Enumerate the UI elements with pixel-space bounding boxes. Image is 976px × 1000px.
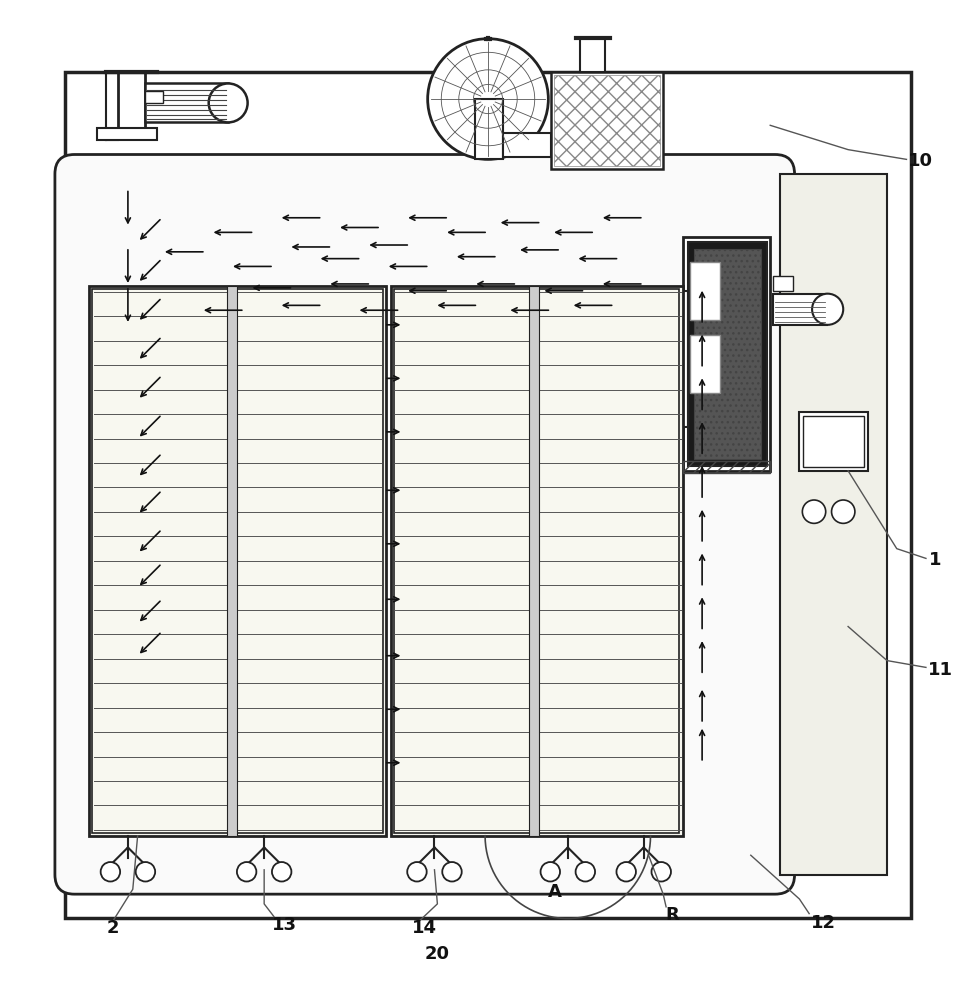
- Bar: [233, 289, 383, 833]
- Circle shape: [427, 39, 549, 159]
- Circle shape: [812, 294, 843, 325]
- Circle shape: [802, 500, 826, 523]
- Text: 13: 13: [272, 916, 297, 934]
- Bar: [529, 286, 539, 836]
- Bar: [690, 262, 719, 320]
- Circle shape: [136, 862, 155, 882]
- Bar: [581, 38, 605, 72]
- Bar: [694, 249, 760, 459]
- Text: 2: 2: [106, 919, 119, 937]
- Text: A: A: [549, 883, 562, 901]
- Bar: [554, 75, 660, 166]
- Circle shape: [541, 862, 560, 882]
- Bar: [682, 237, 770, 471]
- Bar: [64, 72, 912, 918]
- Bar: [803, 416, 864, 467]
- Circle shape: [576, 862, 595, 882]
- Bar: [393, 289, 532, 833]
- Circle shape: [272, 862, 292, 882]
- Bar: [503, 133, 551, 157]
- Circle shape: [101, 862, 120, 882]
- Bar: [773, 276, 793, 291]
- Bar: [690, 335, 719, 393]
- Bar: [773, 294, 827, 325]
- Text: R: R: [665, 906, 679, 924]
- Text: 14: 14: [412, 919, 437, 937]
- Circle shape: [209, 83, 248, 122]
- Circle shape: [442, 862, 462, 882]
- Circle shape: [832, 500, 855, 523]
- Bar: [799, 412, 868, 471]
- Text: 12: 12: [811, 914, 836, 932]
- Bar: [89, 286, 386, 836]
- Bar: [535, 289, 678, 833]
- Text: 11: 11: [928, 661, 953, 679]
- Text: 1: 1: [929, 551, 942, 569]
- Bar: [145, 83, 228, 122]
- Text: 20: 20: [425, 945, 450, 963]
- Bar: [649, 291, 687, 427]
- Bar: [682, 461, 770, 473]
- Circle shape: [652, 862, 671, 882]
- Bar: [97, 128, 157, 140]
- Circle shape: [617, 862, 636, 882]
- FancyBboxPatch shape: [55, 155, 794, 894]
- Bar: [475, 99, 503, 159]
- Circle shape: [407, 862, 427, 882]
- Bar: [551, 72, 663, 169]
- Circle shape: [237, 862, 257, 882]
- Bar: [687, 242, 767, 466]
- Text: 10: 10: [909, 152, 933, 170]
- Bar: [390, 286, 682, 836]
- Bar: [92, 289, 230, 833]
- Bar: [227, 286, 237, 836]
- Bar: [145, 91, 163, 103]
- Bar: [780, 174, 887, 875]
